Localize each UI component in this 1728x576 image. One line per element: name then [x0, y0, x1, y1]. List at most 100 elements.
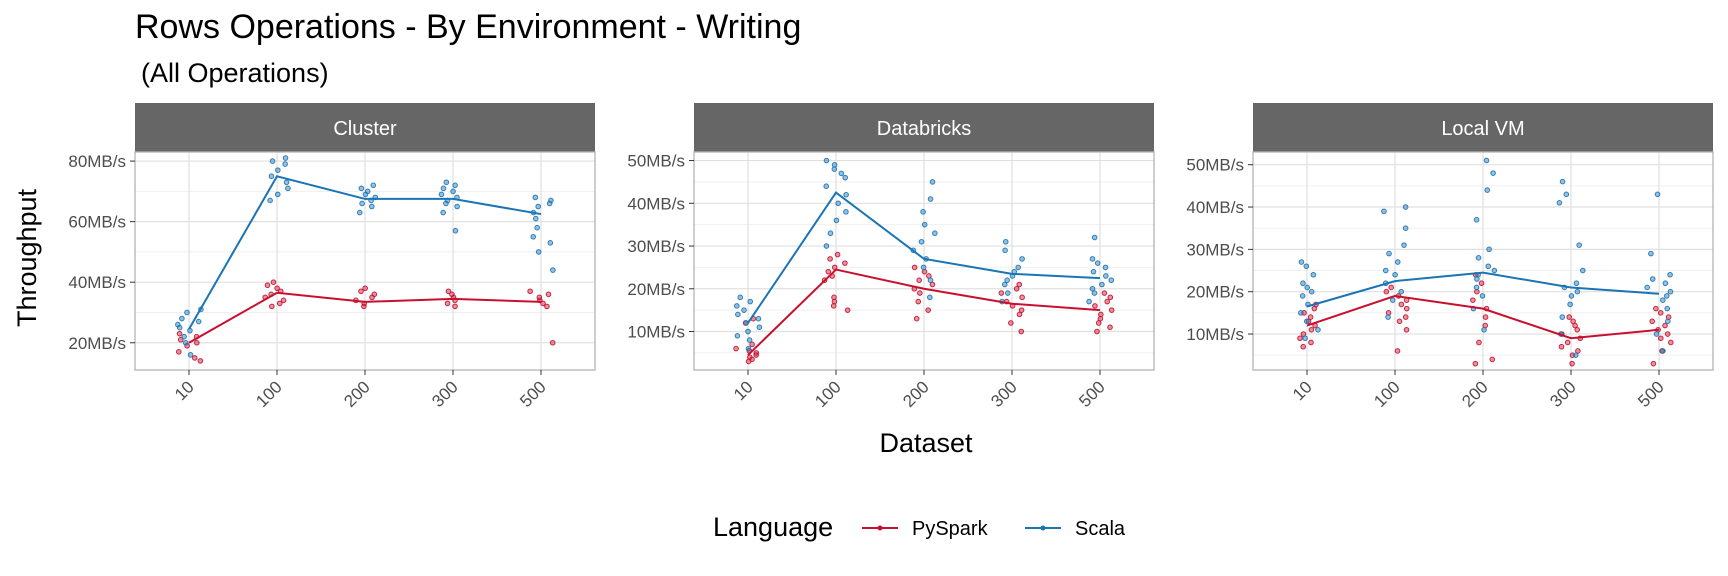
series-line-scala	[188, 175, 542, 330]
data-point-pyspark	[1019, 294, 1025, 301]
data-point-scala	[1485, 263, 1492, 270]
data-point-scala	[368, 203, 375, 210]
data-point-scala	[1002, 247, 1008, 254]
data-point-scala	[1381, 208, 1387, 215]
data-point-pyspark	[1018, 307, 1025, 313]
data-point-pyspark	[827, 256, 833, 262]
facet-panel: Local VM 10MB/s 20MB/s 30MB/s 40MB/s 50MB/s 10…	[1186, 103, 1714, 411]
y-tick-label: 60MB/s	[68, 213, 126, 232]
data-point-scala	[285, 185, 291, 192]
data-point-scala	[530, 233, 537, 240]
data-point-scala	[1001, 281, 1008, 288]
data-point-scala	[929, 179, 936, 185]
data-point-pyspark	[1558, 343, 1565, 350]
x-tick-label: 200	[1458, 377, 1491, 410]
data-point-scala	[1664, 305, 1671, 312]
data-point-pyspark	[1478, 280, 1485, 287]
data-point-scala	[535, 249, 542, 255]
data-point-pyspark	[913, 315, 920, 322]
data-point-scala	[1483, 157, 1490, 164]
data-point-pyspark	[1016, 281, 1023, 288]
series-line-pyspark	[188, 291, 542, 344]
y-tick-label: 30MB/s	[627, 237, 685, 256]
data-point-scala	[1574, 288, 1581, 295]
data-point-pyspark	[1657, 310, 1664, 316]
x-tick-label: 500	[1634, 377, 1667, 410]
x-tick-label: 10	[1289, 377, 1316, 404]
data-point-pyspark	[1297, 335, 1303, 342]
data-point-pyspark	[280, 297, 287, 304]
data-point-pyspark	[1307, 314, 1314, 320]
data-point-pyspark	[264, 282, 271, 289]
chart-subtitle: (All Operations)	[141, 58, 329, 88]
data-point-pyspark	[371, 291, 378, 298]
data-point-scala	[283, 179, 290, 186]
data-point-pyspark	[1104, 298, 1110, 305]
data-point-pyspark	[1308, 326, 1315, 333]
y-tick-label: 40MB/s	[68, 273, 126, 292]
data-point-pyspark	[194, 339, 200, 346]
x-tick-label: 10	[730, 377, 757, 404]
data-point-scala	[438, 191, 445, 198]
y-tick-label: 50MB/s	[1186, 156, 1244, 175]
series-line-scala	[1306, 271, 1660, 308]
data-point-scala	[1559, 314, 1566, 320]
data-point-scala	[184, 309, 190, 316]
data-point-scala	[838, 170, 845, 177]
data-point-pyspark	[1564, 339, 1571, 346]
data-point-scala	[1002, 238, 1009, 245]
x-tick-label: 500	[1075, 377, 1108, 410]
x-tick-label: 100	[252, 377, 285, 410]
data-point-scala	[746, 337, 753, 343]
data-point-pyspark	[445, 288, 452, 295]
data-point-scala	[1300, 280, 1306, 287]
data-point-scala	[1099, 281, 1105, 288]
data-point-scala	[1389, 297, 1396, 303]
data-point-pyspark	[1650, 360, 1657, 367]
data-point-pyspark	[176, 330, 183, 337]
data-point-scala	[1394, 259, 1401, 265]
data-point-scala	[1310, 271, 1317, 278]
data-point-scala	[833, 217, 840, 224]
data-point-pyspark	[925, 307, 931, 313]
data-point-pyspark	[749, 341, 755, 348]
data-point-scala	[843, 191, 849, 198]
data-point-scala	[187, 352, 194, 358]
data-point-scala	[452, 227, 459, 234]
y-tick-label: 30MB/s	[1186, 240, 1244, 259]
data-point-scala	[1315, 326, 1321, 333]
data-point-pyspark	[1403, 326, 1410, 333]
data-point-scala	[1402, 204, 1409, 210]
data-point-pyspark	[1657, 335, 1664, 342]
data-point-pyspark	[1664, 331, 1671, 337]
data-point-scala	[1090, 268, 1097, 275]
facet-strip	[1253, 103, 1713, 152]
data-point-pyspark	[1403, 305, 1410, 312]
y-tick-label: 20MB/s	[1186, 283, 1244, 302]
data-point-pyspark	[177, 336, 184, 343]
data-point-scala	[282, 161, 288, 167]
data-point-scala	[823, 157, 830, 164]
series-line-pyspark	[747, 268, 1101, 356]
data-point-scala	[743, 320, 749, 326]
x-tick-label: 300	[1546, 377, 1579, 410]
data-point-pyspark	[911, 264, 918, 271]
data-point-scala	[1303, 263, 1310, 270]
data-point-scala	[1660, 297, 1666, 303]
data-point-pyspark	[536, 294, 543, 301]
data-point-scala	[1094, 260, 1101, 266]
data-point-pyspark	[1482, 314, 1489, 320]
data-point-pyspark	[1569, 360, 1575, 367]
data-point-scala	[927, 294, 933, 301]
data-point-pyspark	[1107, 324, 1113, 331]
data-point-scala	[1556, 199, 1563, 206]
data-point-scala	[756, 324, 763, 331]
x-tick-label: 300	[428, 377, 461, 410]
data-point-pyspark	[175, 349, 182, 355]
data-point-scala	[1667, 271, 1673, 278]
x-tick-label: 100	[811, 377, 844, 410]
data-point-scala	[267, 197, 273, 204]
data-point-pyspark	[749, 356, 755, 363]
data-point-scala	[921, 221, 928, 228]
